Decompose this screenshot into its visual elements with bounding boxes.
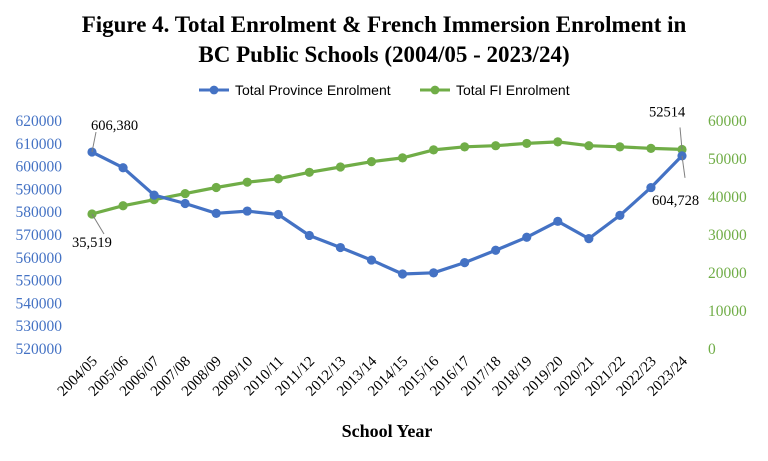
series-0-point-3	[180, 198, 190, 209]
series-1-point-10	[397, 153, 408, 163]
left-axis-ticks: 520000 530000 540000 550000 560000 570000 5800…	[16, 113, 63, 358]
series-layer	[87, 137, 687, 279]
series-0-point-17	[615, 210, 625, 220]
annotations-layer: 606,380 35,519 52514 604,728	[72, 104, 699, 251]
x-axis-ticks: 2004/052005/062006/072007/082008/092009/…	[55, 353, 691, 399]
right-tick-label-0: 0	[708, 341, 716, 358]
series-1-point-14	[522, 138, 532, 149]
series-line-0	[91, 150, 684, 276]
series-1	[87, 137, 687, 219]
right-tick-label-5: 50000	[708, 151, 747, 168]
left-tick-label-8: 600000	[16, 159, 63, 176]
annotation-label-1: 35,519	[72, 235, 112, 251]
series-0-point-14	[522, 232, 532, 242]
annotation-label-0: 606,380	[91, 118, 138, 134]
left-tick-label-2: 540000	[16, 295, 63, 312]
series-1-point-13	[491, 141, 501, 151]
series-0-point-7	[304, 230, 314, 241]
left-tick-label-7: 590000	[16, 181, 63, 198]
legend-label-1: Total FI Enrolment	[456, 82, 570, 98]
series-1-point-7	[304, 167, 314, 177]
right-tick-label-2: 20000	[708, 265, 747, 282]
series-0-point-13	[491, 245, 501, 255]
left-tick-label-3: 550000	[16, 273, 63, 290]
series-0-point-2	[149, 190, 159, 200]
chart-title-line-2: BC Public Schools (2004/05 - 2023/24)	[198, 42, 570, 67]
left-tick-label-9: 610000	[16, 136, 63, 153]
left-tick-label-5: 570000	[16, 227, 63, 244]
legend: Total Province Enrolment Total FI Enrolme…	[199, 82, 570, 98]
legend-item-1: Total FI Enrolment	[420, 82, 570, 98]
series-0-point-1	[118, 163, 128, 173]
left-tick-label-10: 620000	[16, 113, 63, 130]
series-0-point-16	[584, 234, 594, 244]
annotation-leader-1	[91, 213, 105, 235]
legend-label-0: Total Province Enrolment	[235, 82, 391, 98]
series-1-point-1	[118, 201, 128, 211]
series-1-point-12	[460, 142, 470, 152]
chart-title-line-1: Figure 4. Total Enrolment & French Immer…	[81, 12, 687, 37]
series-0-point-4	[211, 208, 221, 218]
annotation-label-2: 52514	[649, 104, 686, 120]
series-0-point-5	[242, 206, 252, 216]
series-line-1	[91, 140, 683, 216]
series-1-point-18	[646, 143, 656, 153]
chart-title: Figure 4. Total Enrolment & French Immer…	[0, 10, 768, 70]
annotation-leader-2	[679, 127, 683, 150]
right-axis-ticks: 0 10000 20000 30000 40000 50000 60000	[708, 113, 747, 358]
annotation-label-3: 604,728	[652, 193, 699, 209]
series-0-point-18	[646, 182, 656, 193]
series-1-point-9	[366, 157, 377, 167]
series-1-point-11	[428, 145, 439, 155]
series-0-point-15	[553, 216, 563, 226]
series-0-point-6	[273, 209, 283, 220]
series-1-point-4	[211, 182, 221, 193]
legend-swatch-marker-1	[430, 85, 440, 95]
left-tick-label-1: 530000	[16, 318, 63, 335]
left-tick-label-0: 520000	[16, 341, 63, 358]
series-1-point-15	[553, 137, 563, 147]
legend-item-0: Total Province Enrolment	[199, 82, 391, 98]
right-tick-label-4: 40000	[708, 189, 747, 206]
right-tick-label-3: 30000	[708, 227, 747, 244]
series-1-point-6	[273, 174, 283, 184]
series-0-point-10	[397, 269, 408, 279]
series-0	[87, 147, 687, 279]
series-1-point-8	[335, 162, 346, 172]
right-tick-label-1: 10000	[708, 303, 747, 320]
series-1-point-5	[242, 177, 252, 187]
left-tick-label-4: 560000	[16, 250, 63, 267]
annotation-leader-0	[91, 131, 97, 153]
series-0-point-11	[428, 268, 439, 278]
series-0-point-12	[460, 257, 470, 268]
series-1-point-16	[584, 141, 594, 151]
series-1-point-3	[180, 188, 190, 199]
right-tick-label-6: 60000	[708, 113, 747, 130]
annotation-leader-3	[681, 155, 686, 178]
series-1-point-17	[615, 142, 625, 152]
x-axis-title: School Year	[342, 421, 433, 441]
left-tick-label-6: 580000	[16, 204, 63, 221]
series-0-point-8	[335, 242, 346, 253]
legend-swatch-marker-0	[209, 85, 219, 95]
series-0-point-9	[366, 255, 377, 265]
